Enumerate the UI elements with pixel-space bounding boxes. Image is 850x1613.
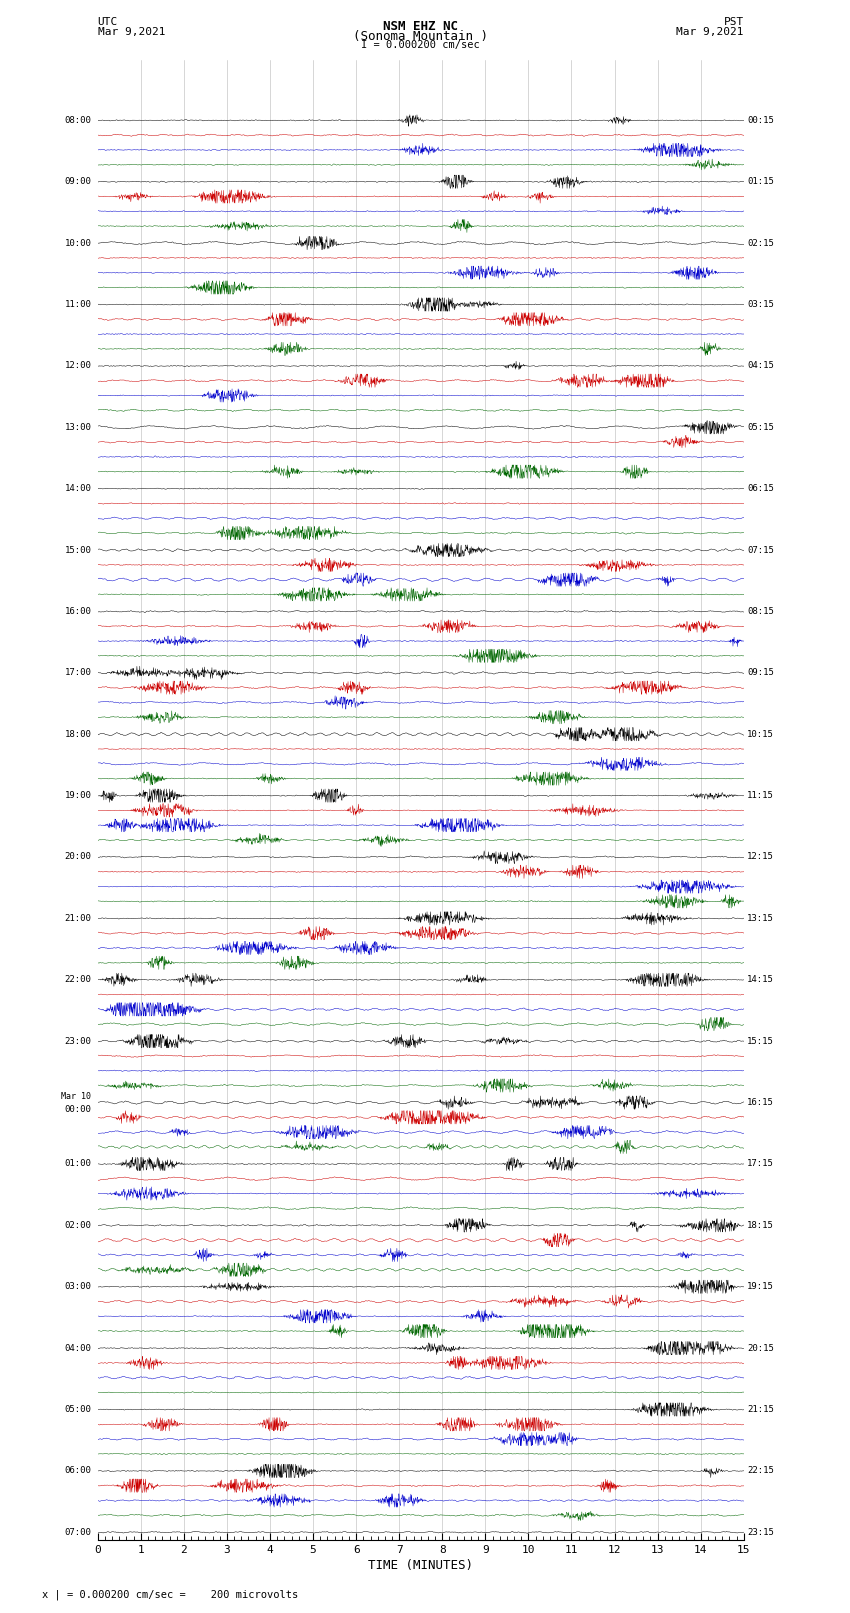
Text: 19:00: 19:00 bbox=[65, 790, 91, 800]
Text: 13:15: 13:15 bbox=[747, 915, 774, 923]
Text: 22:00: 22:00 bbox=[65, 976, 91, 984]
Text: 20:00: 20:00 bbox=[65, 853, 91, 861]
X-axis label: TIME (MINUTES): TIME (MINUTES) bbox=[368, 1560, 473, 1573]
Text: 09:15: 09:15 bbox=[747, 668, 774, 677]
Text: 09:00: 09:00 bbox=[65, 177, 91, 185]
Text: 21:00: 21:00 bbox=[65, 915, 91, 923]
Text: 17:15: 17:15 bbox=[747, 1160, 774, 1168]
Text: 07:00: 07:00 bbox=[65, 1528, 91, 1537]
Text: 11:00: 11:00 bbox=[65, 300, 91, 310]
Text: I = 0.000200 cm/sec: I = 0.000200 cm/sec bbox=[361, 39, 480, 50]
Text: 04:15: 04:15 bbox=[747, 361, 774, 371]
Text: 23:15: 23:15 bbox=[747, 1528, 774, 1537]
Text: Mar 10: Mar 10 bbox=[61, 1092, 91, 1102]
Text: 23:00: 23:00 bbox=[65, 1037, 91, 1045]
Text: 05:00: 05:00 bbox=[65, 1405, 91, 1415]
Text: 20:15: 20:15 bbox=[747, 1344, 774, 1353]
Text: PST: PST bbox=[723, 18, 744, 27]
Text: 18:00: 18:00 bbox=[65, 729, 91, 739]
Text: 00:15: 00:15 bbox=[747, 116, 774, 124]
Text: 03:15: 03:15 bbox=[747, 300, 774, 310]
Text: 12:15: 12:15 bbox=[747, 853, 774, 861]
Text: 16:15: 16:15 bbox=[747, 1098, 774, 1107]
Text: 22:15: 22:15 bbox=[747, 1466, 774, 1476]
Text: NSM EHZ NC: NSM EHZ NC bbox=[383, 19, 458, 34]
Text: 08:15: 08:15 bbox=[747, 606, 774, 616]
Text: 06:15: 06:15 bbox=[747, 484, 774, 494]
Text: 16:00: 16:00 bbox=[65, 606, 91, 616]
Text: Mar 9,2021: Mar 9,2021 bbox=[677, 26, 744, 37]
Text: 10:00: 10:00 bbox=[65, 239, 91, 248]
Text: 01:15: 01:15 bbox=[747, 177, 774, 185]
Text: x | = 0.000200 cm/sec =    200 microvolts: x | = 0.000200 cm/sec = 200 microvolts bbox=[42, 1589, 298, 1600]
Text: 15:00: 15:00 bbox=[65, 545, 91, 555]
Text: 02:00: 02:00 bbox=[65, 1221, 91, 1229]
Text: 15:15: 15:15 bbox=[747, 1037, 774, 1045]
Text: 05:15: 05:15 bbox=[747, 423, 774, 432]
Text: 00:00: 00:00 bbox=[65, 1105, 91, 1113]
Text: 13:00: 13:00 bbox=[65, 423, 91, 432]
Text: 08:00: 08:00 bbox=[65, 116, 91, 124]
Text: 04:00: 04:00 bbox=[65, 1344, 91, 1353]
Text: 19:15: 19:15 bbox=[747, 1282, 774, 1292]
Text: 21:15: 21:15 bbox=[747, 1405, 774, 1415]
Text: 17:00: 17:00 bbox=[65, 668, 91, 677]
Text: 18:15: 18:15 bbox=[747, 1221, 774, 1229]
Text: 01:00: 01:00 bbox=[65, 1160, 91, 1168]
Text: (Sonoma Mountain ): (Sonoma Mountain ) bbox=[354, 31, 488, 44]
Text: 10:15: 10:15 bbox=[747, 729, 774, 739]
Text: Mar 9,2021: Mar 9,2021 bbox=[98, 26, 165, 37]
Text: 14:00: 14:00 bbox=[65, 484, 91, 494]
Text: UTC: UTC bbox=[98, 18, 118, 27]
Text: 02:15: 02:15 bbox=[747, 239, 774, 248]
Text: 14:15: 14:15 bbox=[747, 976, 774, 984]
Text: 03:00: 03:00 bbox=[65, 1282, 91, 1292]
Text: 11:15: 11:15 bbox=[747, 790, 774, 800]
Text: 12:00: 12:00 bbox=[65, 361, 91, 371]
Text: 06:00: 06:00 bbox=[65, 1466, 91, 1476]
Text: 07:15: 07:15 bbox=[747, 545, 774, 555]
